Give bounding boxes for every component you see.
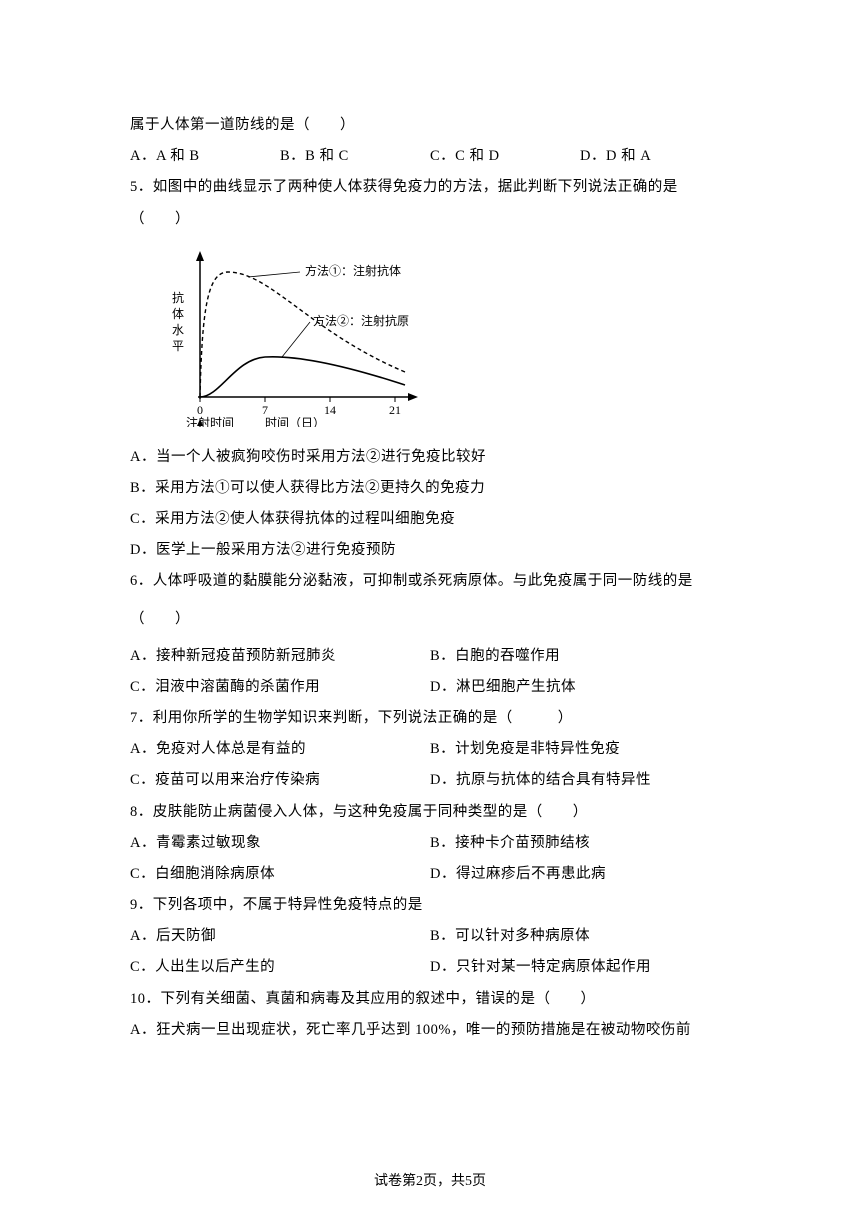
svg-text:方法①：注射抗体: 方法①：注射抗体 xyxy=(305,263,401,278)
q8-opt-b: B．接种卡介苗预肺结核 xyxy=(430,828,730,859)
q4-options: A．A 和 B B．B 和 C C．C 和 D D．D 和 A xyxy=(130,141,730,172)
q10-stem: 10．下列有关细菌、真菌和病毒及其应用的叙述中，错误的是（ ） xyxy=(130,984,730,1015)
svg-text:平: 平 xyxy=(172,339,184,353)
q7-opt-b: B．计划免疫是非特异性免疫 xyxy=(430,734,730,765)
immunity-chart: 0 7 14 21 抗体水平注射时间 时间（日） 方法①：注射抗体方法②：注射抗原 xyxy=(150,247,730,432)
q7-stem: 7．利用你所学的生物学知识来判断，下列说法正确的是（ ） xyxy=(130,703,730,734)
q8-opt-a: A．青霉素过敏现象 xyxy=(130,828,430,859)
svg-text:0: 0 xyxy=(197,403,203,417)
q6-opts-row1: A．接种新冠疫苗预防新冠肺炎 B．白胞的吞噬作用 xyxy=(130,641,730,672)
svg-text:抗: 抗 xyxy=(172,290,184,305)
svg-text:21: 21 xyxy=(389,403,401,417)
q7-opts-row2: C．疫苗可以用来治疗传染病 D．抗原与抗体的结合具有特异性 xyxy=(130,765,730,796)
q6-stem: 6．人体呼吸道的黏膜能分泌黏液，可抑制或杀死病原体。与此免疫属于同一防线的是 xyxy=(130,566,730,597)
q8-opt-d: D．得过麻疹后不再患此病 xyxy=(430,859,730,890)
svg-text:注射时间: 注射时间 xyxy=(186,415,234,427)
svg-text:14: 14 xyxy=(324,403,336,417)
q9-opts-row1: A．后天防御 B．可以针对多种病原体 xyxy=(130,921,730,952)
q6-opts-row2: C．泪液中溶菌酶的杀菌作用 D．淋巴细胞产生抗体 xyxy=(130,672,730,703)
q6-opt-b: B．白胞的吞噬作用 xyxy=(430,641,730,672)
q9-opt-c: C．人出生以后产生的 xyxy=(130,952,430,983)
q5-stem: 5．如图中的曲线显示了两种使人体获得免疫力的方法，据此判断下列说法正确的是 xyxy=(130,172,730,203)
q7-opts-row1: A．免疫对人体总是有益的 B．计划免疫是非特异性免疫 xyxy=(130,734,730,765)
q5-opt-b: B．采用方法①可以使人获得比方法②更持久的免疫力 xyxy=(130,473,730,504)
q6-opt-c: C．泪液中溶菌酶的杀菌作用 xyxy=(130,672,430,703)
q5-paren: （ ） xyxy=(130,204,730,235)
q8-opt-c: C．白细胞消除病原体 xyxy=(130,859,430,890)
q7-opt-d: D．抗原与抗体的结合具有特异性 xyxy=(430,765,730,796)
q8-stem: 8．皮肤能防止病菌侵入人体，与这种免疫属于同种类型的是（ ） xyxy=(130,797,730,828)
q5-opt-c: C．采用方法②使人体获得抗体的过程叫细胞免疫 xyxy=(130,504,730,535)
q10-opt-a: A．狂犬病一旦出现症状，死亡率几乎达到 100%，唯一的预防措施是在被动物咬伤前 xyxy=(130,1015,730,1046)
q9-stem: 9．下列各项中，不属于特异性免疫特点的是 xyxy=(130,890,730,921)
q9-opts-row2: C．人出生以后产生的 D．只针对某一特定病原体起作用 xyxy=(130,952,730,983)
q8-opts-row1: A．青霉素过敏现象 B．接种卡介苗预肺结核 xyxy=(130,828,730,859)
page-footer: 试卷第2页，共5页 xyxy=(0,1170,860,1190)
q7-opt-a: A．免疫对人体总是有益的 xyxy=(130,734,430,765)
svg-text:水: 水 xyxy=(172,323,184,337)
q6-opt-d: D．淋巴细胞产生抗体 xyxy=(430,672,730,703)
q9-opt-d: D．只针对某一特定病原体起作用 xyxy=(430,952,730,983)
q4-opt-a: A．A 和 B xyxy=(130,141,280,172)
q5-opt-d: D．医学上一般采用方法②进行免疫预防 xyxy=(130,535,730,566)
q6-paren: （ ） xyxy=(130,604,730,635)
q7-opt-c: C．疫苗可以用来治疗传染病 xyxy=(130,765,430,796)
q4-opt-b: B．B 和 C xyxy=(280,141,430,172)
q6-opt-a: A．接种新冠疫苗预防新冠肺炎 xyxy=(130,641,430,672)
q4-opt-d: D．D 和 A xyxy=(580,141,730,172)
q5-opt-a: A．当一个人被疯狗咬伤时采用方法②进行免疫比较好 xyxy=(130,442,730,473)
q9-opt-b: B．可以针对多种病原体 xyxy=(430,921,730,952)
q9-opt-a: A．后天防御 xyxy=(130,921,430,952)
q8-opts-row2: C．白细胞消除病原体 D．得过麻疹后不再患此病 xyxy=(130,859,730,890)
svg-text:方法②：注射抗原: 方法②：注射抗原 xyxy=(313,313,409,328)
svg-text:7: 7 xyxy=(262,403,268,417)
q4-opt-c: C．C 和 D xyxy=(430,141,580,172)
q4-tail: 属于人体第一道防线的是（ ） xyxy=(130,110,730,141)
svg-text:时间（日）: 时间（日） xyxy=(265,416,325,427)
svg-text:体: 体 xyxy=(172,307,184,321)
